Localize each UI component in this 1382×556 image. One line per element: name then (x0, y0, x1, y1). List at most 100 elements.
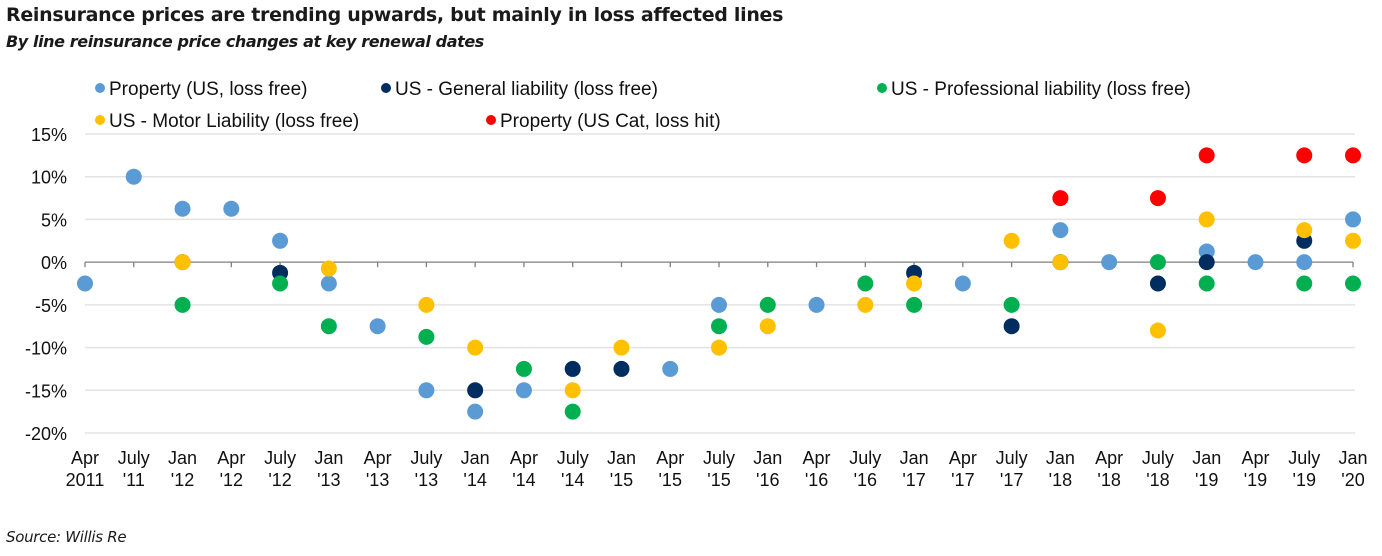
y-tick-label: 15% (31, 125, 67, 145)
legend-marker-icon (95, 115, 105, 125)
x-tick-month: Apr (1095, 448, 1123, 468)
x-tick-year: '15 (610, 470, 633, 490)
x-tick-label: Jan '18 (1046, 448, 1075, 490)
x-tick-month: July (1142, 448, 1174, 468)
x-tick-month: Apr (949, 448, 977, 468)
data-point (1345, 147, 1362, 164)
series-0 (77, 168, 1362, 420)
data-point (125, 168, 142, 185)
x-tick-label: Jan '16 (753, 448, 782, 490)
x-tick-year: '17 (951, 470, 974, 490)
x-tick-label: July '13 (410, 448, 442, 490)
x-tick-month: Jan (900, 448, 929, 468)
data-point (1003, 232, 1020, 249)
x-tick-month: Jan (461, 448, 490, 468)
data-point (1003, 296, 1020, 313)
x-tick-label: July '15 (703, 448, 735, 490)
x-tick-label: July '12 (264, 448, 296, 490)
legend-label: US - Motor Liability (loss free) (109, 111, 359, 132)
x-tick-label: Jan '20 (1339, 448, 1368, 490)
x-tick-label: Apr '12 (217, 448, 245, 490)
x-tick-year: '18 (1146, 470, 1169, 490)
data-point (1198, 211, 1215, 228)
data-point (1296, 222, 1313, 239)
x-tick-year: '17 (1000, 470, 1023, 490)
x-tick-year: '20 (1341, 470, 1364, 490)
data-point (1149, 322, 1166, 339)
data-point (1296, 254, 1313, 271)
data-point (515, 382, 532, 399)
x-tick-year: '12 (268, 470, 291, 490)
x-tick-label: Apr '18 (1095, 448, 1123, 490)
data-point (1003, 318, 1020, 335)
x-tick-year: '17 (902, 470, 925, 490)
data-point (174, 200, 191, 217)
x-tick-month: Apr (510, 448, 538, 468)
data-point (857, 275, 874, 292)
x-tick-label: July '19 (1288, 448, 1320, 490)
data-point (1052, 222, 1069, 239)
data-point (1198, 275, 1215, 292)
legend-label: Property (US, loss free) (109, 79, 308, 100)
chart-subtitle: By line reinsurance price changes at key… (6, 32, 484, 51)
x-tick-label: Apr '17 (949, 448, 977, 490)
data-point (613, 360, 630, 377)
x-tick-month: Jan (1192, 448, 1221, 468)
data-point (1149, 254, 1166, 271)
x-tick-year: '13 (415, 470, 438, 490)
x-tick-label: July '16 (849, 448, 881, 490)
data-point (1345, 275, 1362, 292)
x-tick-month: Apr (364, 448, 392, 468)
legend: Property (US, loss free) US - General lia… (95, 79, 1191, 132)
data-point (1198, 254, 1215, 271)
x-tick-month: Jan (1339, 448, 1368, 468)
legend-marker-icon (877, 83, 887, 93)
data-point (223, 200, 240, 217)
data-point (1345, 211, 1362, 228)
x-tick-year: '18 (1097, 470, 1120, 490)
x-tick-label: Apr '16 (803, 448, 831, 490)
x-tick-year: '18 (1049, 470, 1072, 490)
data-point (1052, 190, 1069, 207)
x-tick-label: Jan '15 (607, 448, 636, 490)
data-point (711, 318, 728, 335)
legend-item: US - Motor Liability (loss free) (95, 111, 359, 132)
data-point (564, 382, 581, 399)
x-tick-label: July '11 (118, 448, 150, 490)
series-4 (1052, 147, 1362, 207)
legend-label: US - General liability (loss free) (395, 79, 658, 100)
x-tick-label: Jan '14 (461, 448, 490, 490)
x-tick-year: '13 (317, 470, 340, 490)
series-1 (174, 232, 1313, 399)
x-tick-month: Jan (168, 448, 197, 468)
data-point (418, 328, 435, 345)
x-tick-label: Apr '14 (510, 448, 538, 490)
y-tick-label: 10% (31, 168, 67, 188)
x-tick-year: '14 (512, 470, 535, 490)
x-tick-year: '12 (171, 470, 194, 490)
x-tick-year: '15 (659, 470, 682, 490)
x-tick-year: '16 (854, 470, 877, 490)
data-point (369, 318, 386, 335)
x-tick-month: Apr (71, 448, 99, 468)
x-tick-month: Jan (314, 448, 343, 468)
x-tick-month: Apr (803, 448, 831, 468)
chart-title: Reinsurance prices are trending upwards,… (6, 4, 784, 26)
legend-marker-icon (95, 83, 105, 93)
data-points (77, 147, 1362, 420)
data-point (320, 275, 337, 292)
x-tick-month: Jan (607, 448, 636, 468)
y-tick-label: 5% (41, 210, 67, 230)
x-tick-year: '12 (220, 470, 243, 490)
y-tick-label: -20% (25, 424, 67, 444)
x-tick-year: '19 (1244, 470, 1267, 490)
data-point (564, 360, 581, 377)
x-tick-month: July (264, 448, 296, 468)
x-tick-month: Apr (217, 448, 245, 468)
data-point (857, 296, 874, 313)
data-point (418, 382, 435, 399)
x-tick-label: Apr '13 (364, 448, 392, 490)
x-tick-year: '13 (366, 470, 389, 490)
